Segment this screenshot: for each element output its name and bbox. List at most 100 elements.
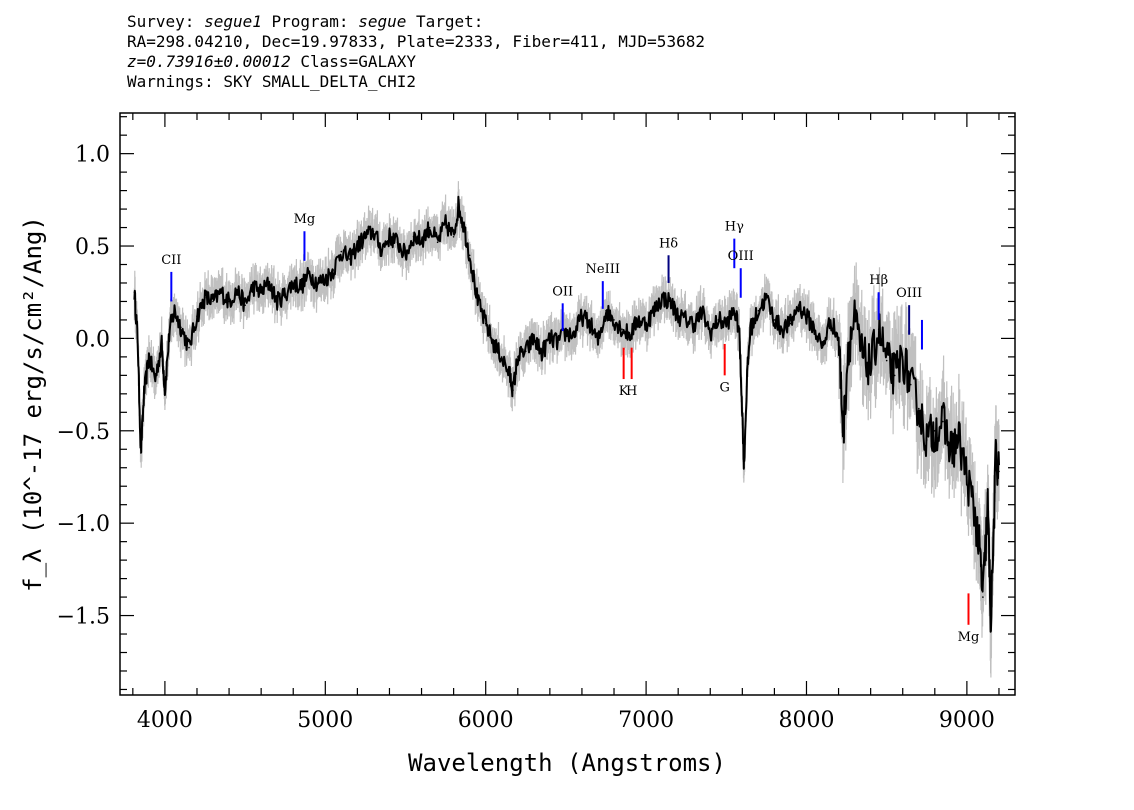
- spectrum-point: [380, 248, 383, 251]
- spectrum-point: [308, 272, 311, 275]
- spectrum-point: [476, 300, 479, 303]
- spectrum-point: [725, 322, 728, 325]
- spectrum-point: [452, 236, 455, 238]
- error-band: [133, 181, 1000, 678]
- spectrum-point: [292, 282, 295, 284]
- spectrum-point: [847, 346, 849, 349]
- spectrum-point: [842, 430, 845, 432]
- spectrum-point: [821, 346, 824, 349]
- spectrum-point: [160, 343, 163, 345]
- spectrum-point: [926, 439, 928, 441]
- spectrum-point: [228, 300, 230, 303]
- spectrum-point: [509, 374, 511, 377]
- spectrum-point: [565, 332, 567, 334]
- spectrum-point: [685, 319, 687, 321]
- spectrum-point: [204, 297, 206, 299]
- x-tick-labels: 4000 5000 6000 7000 8000 9000: [137, 708, 995, 733]
- line-label: Mg: [294, 212, 316, 227]
- spectrum-point: [709, 332, 712, 334]
- spectrum-point: [260, 291, 262, 294]
- spectrum-point: [188, 346, 190, 349]
- spectrum-point: [757, 309, 760, 312]
- spectrum-point: [746, 374, 748, 377]
- spectrum-point: [869, 365, 872, 367]
- spectrum-point: [356, 245, 359, 247]
- spectrum-point: [613, 319, 615, 321]
- spectrum-point: [741, 411, 744, 414]
- spectrum-point: [805, 315, 808, 318]
- spectrum-point: [164, 389, 166, 391]
- spectrum-point: [797, 304, 800, 307]
- spectrum-point: [412, 236, 415, 238]
- spectrum-point: [986, 503, 989, 506]
- line-label: OIII: [728, 249, 754, 264]
- redshift-line: z=0.73916±0.00012 Class=GALAXY: [127, 52, 416, 71]
- survey-name: segue1: [204, 12, 262, 31]
- spectrum-point: [428, 226, 431, 229]
- line-label: G: [719, 380, 729, 395]
- spectrum-point: [733, 309, 736, 312]
- spectrum-point: [717, 319, 720, 321]
- spectrum-point: [517, 356, 519, 358]
- line-label: K: [619, 384, 629, 399]
- spectrum-point: [738, 328, 740, 331]
- spectrum-point: [765, 297, 768, 299]
- spectrum-point: [885, 359, 888, 362]
- spectrum-point: [148, 356, 150, 358]
- spectrum-point: [581, 315, 583, 318]
- redshift-value: z=0.73916±0.00012: [127, 52, 291, 71]
- spectrum-point: [444, 223, 447, 225]
- spectrum-point: [180, 326, 182, 329]
- spectrum-point: [512, 389, 514, 391]
- spectrum-point: [773, 319, 776, 321]
- spectrum-point: [995, 457, 997, 460]
- spectrum-point: [154, 378, 157, 380]
- spectrum-point: [220, 291, 222, 294]
- spectrum-point: [173, 309, 176, 312]
- spectrum-point: [990, 624, 992, 626]
- spectrum-point: [276, 300, 279, 303]
- line-label: Hδ: [659, 236, 678, 251]
- line-label: OIII: [896, 286, 922, 301]
- program-name: segue: [358, 12, 407, 31]
- spectrum-point: [284, 293, 287, 295]
- spectrum-point: [669, 300, 671, 303]
- spectrum-point: [861, 356, 864, 358]
- line-label: OII: [552, 284, 573, 299]
- spectrum-point: [236, 289, 238, 292]
- spectrum-point: [468, 254, 471, 257]
- spectrum-point: [605, 309, 607, 312]
- survey-line: Survey: segue1 Program: segue Target:: [127, 12, 484, 31]
- spectrum-point: [743, 466, 745, 469]
- x-tick-label: 6000: [458, 708, 514, 733]
- spectrum-point: [934, 430, 936, 432]
- spectrum-point: [500, 356, 503, 358]
- spectrum-point: [877, 328, 880, 331]
- spectrum-point: [492, 343, 495, 345]
- spectrum-point: [978, 550, 981, 552]
- spectrum-point: [252, 285, 254, 288]
- spectrum-point: [420, 239, 423, 242]
- line-label: NeIII: [586, 262, 620, 277]
- spectrum-point: [212, 300, 214, 303]
- spectrum-point: [813, 328, 816, 331]
- chart-header: Survey: segue1 Program: segue Target: RA…: [127, 12, 705, 92]
- spectrum-point: [677, 315, 679, 318]
- spectrum-point: [621, 328, 623, 331]
- spectrum-point: [942, 420, 944, 423]
- spectrum-point: [837, 337, 840, 340]
- spectrum-point: [974, 513, 976, 515]
- spectrum-point: [436, 241, 439, 244]
- spectrum-point: [966, 476, 968, 478]
- spectrum-point: [629, 333, 631, 336]
- spectrum-point: [244, 304, 246, 307]
- spectrum-point: [300, 285, 303, 288]
- spectrum-point: [597, 341, 599, 343]
- y-tick-label: 0.0: [75, 327, 110, 352]
- line-label: Hβ: [869, 273, 888, 288]
- spectrum-point: [348, 258, 351, 260]
- spectrum-point: [653, 309, 655, 312]
- line-label: CII: [161, 253, 181, 268]
- spectrum-point: [549, 337, 551, 340]
